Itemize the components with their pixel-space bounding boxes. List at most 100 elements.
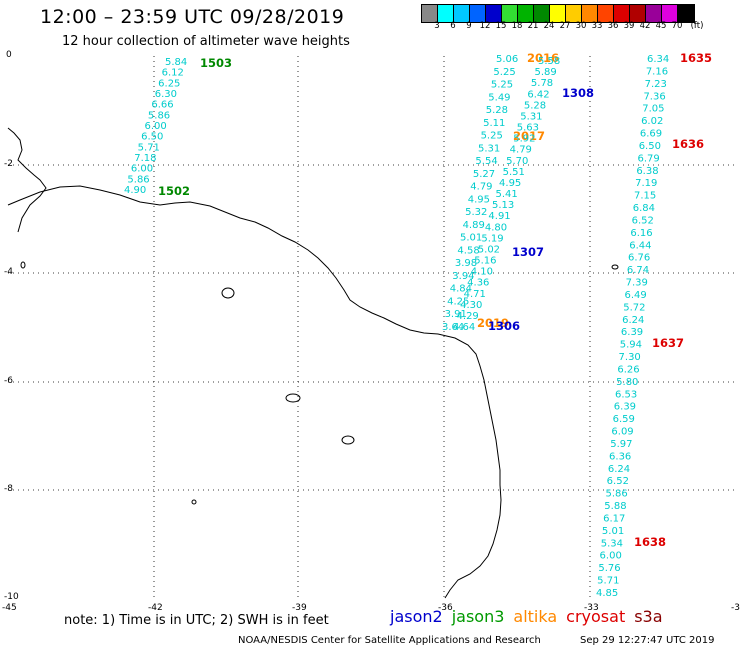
wave-value-cryosat: 6.52 xyxy=(607,476,629,487)
wave-value-jason3: 6.00 xyxy=(145,121,167,132)
wave-value-jason3: 6.50 xyxy=(141,132,163,143)
color-scale-labels: 3 6 9 12 15 18 21 24 27 30 33 36 39 42 45 70 (ft) xyxy=(421,21,740,33)
pass-time-label: 2019 xyxy=(477,316,509,330)
wave-value-jason3: 6.12 xyxy=(162,68,184,79)
wave-value-cryosat: 6.34 xyxy=(647,54,669,65)
scale-swatch xyxy=(486,5,502,22)
wave-value-jason2: 5.78 xyxy=(531,78,553,89)
scale-swatch xyxy=(566,5,582,22)
wave-value-cryosat: 6.50 xyxy=(639,141,661,152)
wave-value-cryosat: 6.24 xyxy=(608,464,630,475)
scale-swatch xyxy=(454,5,470,22)
wave-value-cryosat: 5.97 xyxy=(610,439,632,450)
map-svg: 5.846.126.256.306.665.866.006.505.717.18… xyxy=(7,51,737,599)
wave-value-cryosat: 6.36 xyxy=(609,451,631,462)
scale-swatch xyxy=(646,5,662,22)
wave-value-cryosat: 6.76 xyxy=(628,253,650,264)
wave-value-cryosat: 6.16 xyxy=(630,228,652,239)
wave-value-jason2: 4.36 xyxy=(467,278,489,289)
wave-value-cryosat: 7.05 xyxy=(642,104,664,115)
wave-value-jason2: 4.30 xyxy=(460,300,482,311)
wave-value-cryosat: 5.72 xyxy=(623,302,645,313)
wave-value-cryosat: 7.15 xyxy=(634,191,656,202)
scale-swatch xyxy=(502,5,518,22)
wave-value-altika: 5.06 xyxy=(496,54,518,65)
scale-swatch xyxy=(582,5,598,22)
pass-time-label: 2016 xyxy=(527,51,559,65)
satellite-legend: jason2 jason3 altika cryosat s3a xyxy=(390,607,672,626)
wave-value-jason2: 5.28 xyxy=(524,100,546,111)
pass-time-label: 1636 xyxy=(672,137,704,151)
wave-value-altika: 4.89 xyxy=(463,220,485,231)
pass-time-label: 2017 xyxy=(513,129,545,143)
island xyxy=(221,287,235,299)
wave-value-cryosat: 5.86 xyxy=(605,489,627,500)
legend-s3a: s3a xyxy=(634,607,663,626)
wave-value-jason2: 5.13 xyxy=(492,200,514,211)
wave-value-cryosat: 4.85 xyxy=(596,588,618,599)
wave-value-cryosat: 6.39 xyxy=(614,402,636,413)
lat-tick-label: -6 xyxy=(4,376,13,386)
wave-value-altika: 3.94 xyxy=(452,271,474,282)
scale-label: 12 xyxy=(479,21,491,31)
scale-label: 27 xyxy=(559,21,571,31)
wave-value-altika: 5.27 xyxy=(473,169,495,180)
wave-value-jason2: 4.64 xyxy=(453,322,475,333)
scale-label: 30 xyxy=(575,21,587,31)
color-scale-bar xyxy=(421,4,695,23)
wave-value-altika: 4.25 xyxy=(447,296,469,307)
wave-value-jason2: 5.58 xyxy=(538,56,560,67)
wave-value-cryosat: 7.16 xyxy=(646,66,668,77)
wave-value-altika: 5.01 xyxy=(460,233,482,244)
scale-swatch xyxy=(438,5,454,22)
scale-swatch xyxy=(422,5,438,22)
map-area: 5.84 6.12 6.25 6.30 6.66 5.86 6.00 6.50 5.71 7.18… xyxy=(2,50,740,613)
page-subtitle: 12 hour collection of altimeter wave hei… xyxy=(62,34,350,49)
wave-value-cryosat: 6.17 xyxy=(603,513,625,524)
scale-label: (ft) xyxy=(690,21,704,31)
pass-time-label: 1308 xyxy=(562,86,594,100)
wave-value-jason2: 4.29 xyxy=(457,311,479,322)
wave-value-altika: 5.32 xyxy=(465,207,487,218)
wave-value-altika: 3.91 xyxy=(445,309,467,320)
wave-value-cryosat: 7.39 xyxy=(626,278,648,289)
scale-label: 15 xyxy=(495,21,507,31)
scale-label: 3 xyxy=(434,21,440,31)
scale-swatch xyxy=(470,5,486,22)
scale-swatch xyxy=(662,5,678,22)
wave-value-cryosat: 6.00 xyxy=(600,551,622,562)
wave-value-jason2: 4.80 xyxy=(485,222,507,233)
timestamp-text: Sep 29 12:27:47 UTC 2019 xyxy=(580,635,715,646)
page-title: 12:00 – 23:59 UTC 09/28/2019 xyxy=(40,6,345,28)
wave-value-jason2: 4.95 xyxy=(499,178,521,189)
wave-value-cryosat: 6.09 xyxy=(611,427,633,438)
scale-label: 21 xyxy=(527,21,539,31)
wave-value-jason2: 5.19 xyxy=(481,233,503,244)
lon-tick-label: -42 xyxy=(148,603,163,613)
wave-value-jason3: 6.00 xyxy=(131,164,153,175)
coastline-inlet xyxy=(7,127,47,233)
wave-value-cryosat: 6.74 xyxy=(627,265,649,276)
wave-value-cryosat: 5.94 xyxy=(620,340,642,351)
credit-text: NOAA/NESDIS Center for Satellite Applica… xyxy=(238,635,541,646)
pass-time-label: 1307 xyxy=(512,245,544,259)
island xyxy=(285,393,301,403)
wave-value-jason3: 5.84 xyxy=(165,57,187,68)
lat-tick-label: -10 xyxy=(4,592,19,602)
wave-value-cryosat: 6.02 xyxy=(641,116,663,127)
wave-value-altika: 3.64 xyxy=(442,322,464,333)
wave-value-jason2: 5.02 xyxy=(478,244,500,255)
scale-swatch xyxy=(518,5,534,22)
wave-value-cryosat: 6.79 xyxy=(638,153,660,164)
wave-value-altika: 5.25 xyxy=(493,67,515,78)
wave-value-jason3: 6.30 xyxy=(155,89,177,100)
wave-value-cryosat: 6.52 xyxy=(632,215,654,226)
island xyxy=(341,435,355,445)
wave-value-jason3: 4.90 xyxy=(124,185,146,196)
wave-value-cryosat: 5.76 xyxy=(598,563,620,574)
lat-tick-label: -8 xyxy=(4,484,13,494)
island xyxy=(611,264,619,270)
wave-value-altika: 5.28 xyxy=(486,105,508,116)
legend-jason3: jason3 xyxy=(451,607,505,626)
wave-value-jason2: 4.10 xyxy=(471,267,493,278)
